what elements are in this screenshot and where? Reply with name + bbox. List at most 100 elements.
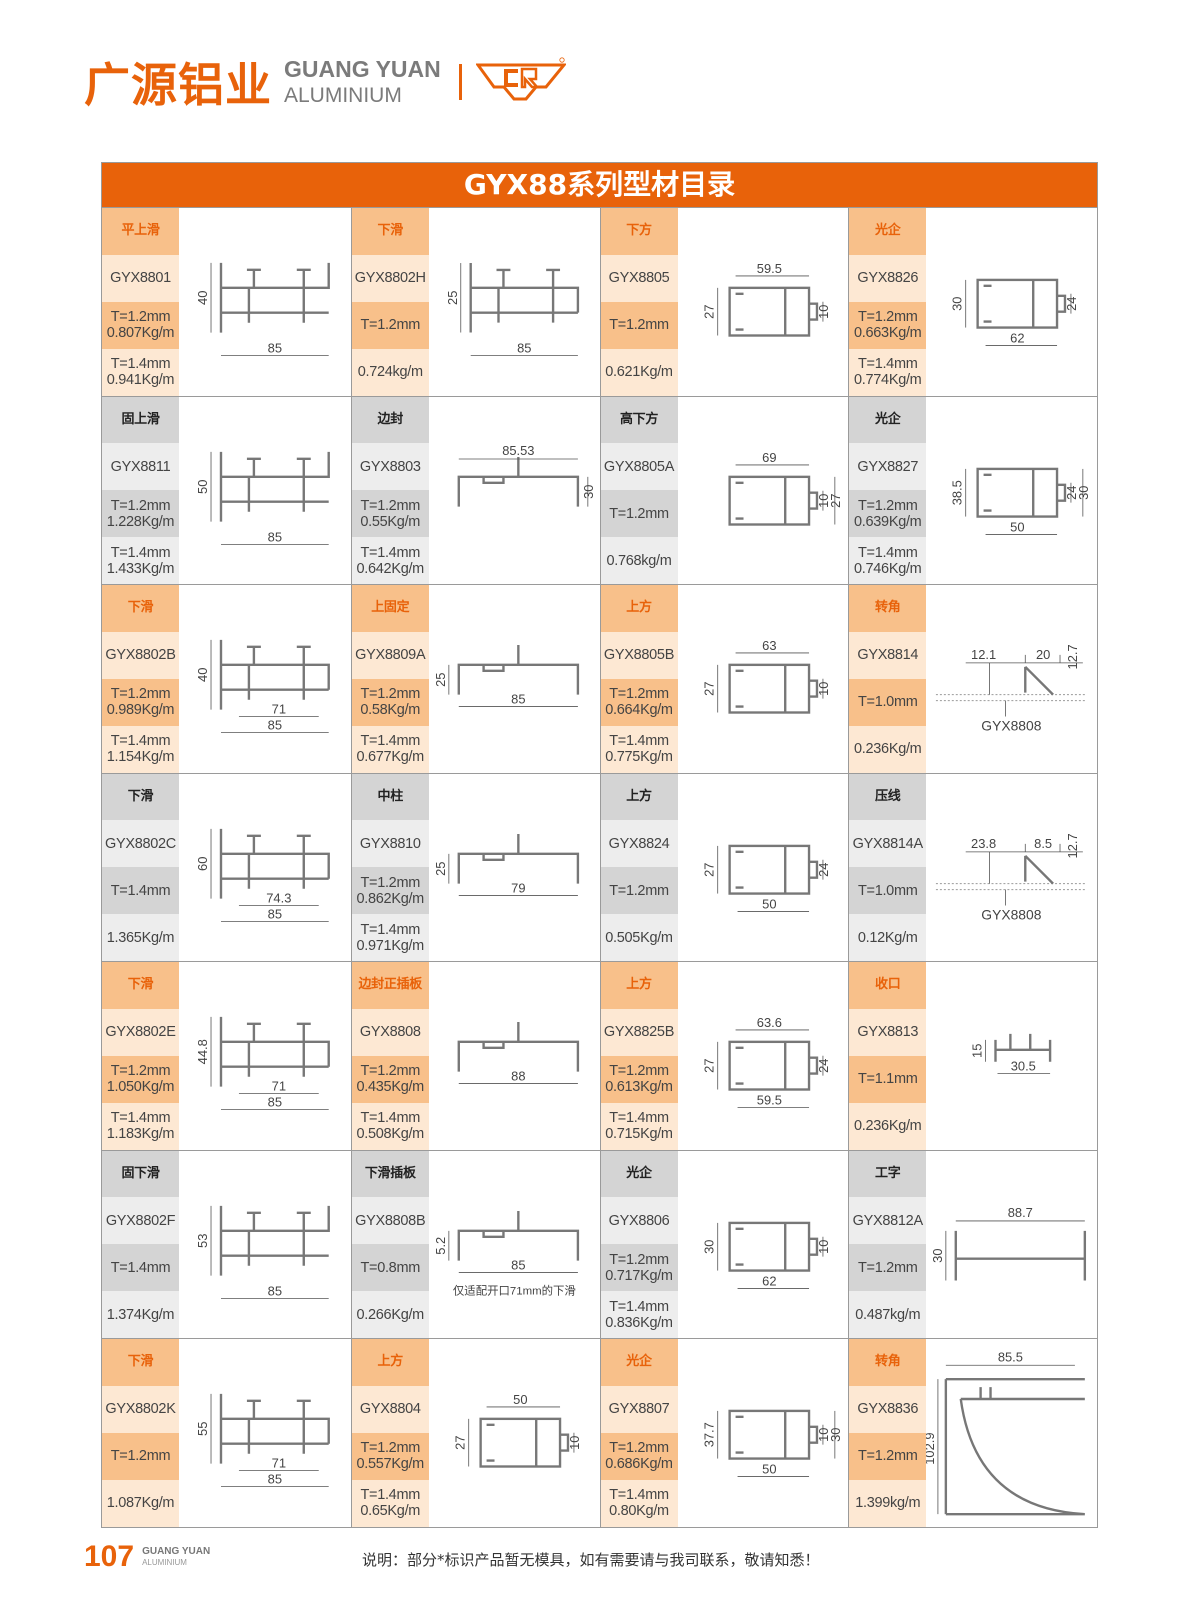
profile-info: 上方 GYX8825B T=1.2mm 0.613Kg/m T=1.4mm 0.715… [600, 962, 678, 1150]
profile-drawing-svg: 50 27 10 [452, 1392, 582, 1468]
dimension-label: 25 [433, 861, 448, 875]
profile-drawing: 85.5 102.9 [926, 1339, 1097, 1527]
profile-info: 光企 GYX8806 T=1.2mm 0.717Kg/m T=1.4mm 0.836K… [600, 1150, 678, 1338]
catalog-row: 下滑 GYX8802K T=1.2mm 1.087Kg/m 55 71 85 上方 GYX880… [102, 1338, 1097, 1527]
profile-outline [219, 262, 330, 333]
profile-outline [727, 1409, 810, 1460]
profile-drawing-svg: 63.6 27 24 59.5 [701, 1015, 830, 1108]
profile-code: GYX8825B [600, 1008, 678, 1056]
profile-info: 固下滑 GYX8802F T=1.4mm 1.374Kg/m [102, 1150, 179, 1338]
profile-cell: 高下方 GYX8805A T=1.2mm 0.768kg/m 69 10 27 [599, 396, 849, 585]
profile-outline [219, 451, 330, 522]
profile-drawing-svg: 88 [457, 1021, 579, 1084]
dimension-label: 10 [815, 305, 830, 319]
dimension-label: 27 [701, 305, 716, 319]
footer-brand: 107 GUANG YUAN ALUMINIUM [84, 1540, 210, 1574]
dimension-label: 85 [268, 1095, 282, 1110]
profile-spec-secondary: 0.768kg/m [600, 537, 678, 584]
dimension-label: 40 [195, 668, 210, 682]
dimension-label: 12.7 [1065, 644, 1080, 669]
dimension-label: 10 [567, 1436, 582, 1450]
profile-hook [246, 457, 311, 477]
profile-cell: 边封正插板 GYX8808 T=1.2mm 0.435Kg/m T=1.4mm 0.5… [350, 962, 600, 1150]
profile-spec-secondary: 1.374Kg/m [102, 1291, 179, 1338]
profile-code: GYX8827 [849, 443, 927, 491]
profile-drawing: 37.7 10 30 50 [678, 1339, 849, 1527]
profile-drawing: 53 85 [179, 1151, 351, 1339]
profile-info: 平上滑 GYX8801 T=1.2mm 0.807Kg/m T=1.4mm 0.941… [102, 208, 179, 396]
profile-spec-secondary: T=1.4mm 0.746Kg/m [849, 537, 927, 584]
profile-info: 压线 GYX8814A T=1.0mm 0.12Kg/m [849, 773, 927, 961]
profile-cell: 上方 GYX8805B T=1.2mm 0.664Kg/m T=1.4mm 0.775… [599, 585, 849, 773]
profile-drawing-svg: 63 27 10 [701, 638, 830, 714]
profile-outline [976, 467, 1059, 518]
dimension-label: 12.7 [1065, 833, 1080, 858]
profile-code: GYX8808B [351, 1197, 429, 1245]
profile-outline [727, 844, 810, 895]
profile-spec-primary: T=0.8mm [351, 1244, 429, 1292]
profile-outline [944, 1377, 1086, 1516]
dimension-label: 59.5 [756, 1092, 781, 1107]
profile-cell: 上方 GYX8825B T=1.2mm 0.613Kg/m T=1.4mm 0.715… [599, 962, 849, 1150]
profile-spec-secondary: 0.724kg/m [351, 348, 429, 396]
profile-info: 下方 GYX8805 T=1.2mm 0.621Kg/m [600, 208, 678, 396]
profile-cell: 光企 GYX8826 T=1.2mm 0.663Kg/m T=1.4mm 0.774K… [848, 208, 1097, 396]
profile-spec-secondary: 0.236Kg/m [849, 725, 927, 773]
profile-spec-primary: T=1.2mm [600, 490, 678, 538]
dimension-label: 24 [1064, 485, 1079, 499]
catalog-row: 固上滑 GYX8811 T=1.2mm 1.228Kg/m T=1.4mm 1.433… [102, 395, 1097, 585]
dimension-label: 62 [1010, 330, 1024, 345]
dimension-label: 85 [268, 906, 282, 921]
profile-drawing-svg: 23.8 8.5 12.7 GYX8808 [936, 833, 1086, 922]
profile-drawing-svg: 25 85 [445, 263, 579, 356]
profile-outline [469, 263, 579, 333]
catalog-row: 下滑 GYX8802C T=1.4mm 1.365Kg/m 60 74.3 85 中柱 GYX8… [102, 772, 1097, 962]
dimension-label: 102.9 [926, 1433, 937, 1465]
profile-info: 下滑 GYX8802C T=1.4mm 1.365Kg/m [102, 773, 179, 961]
profile-name: 光企 [849, 396, 927, 444]
profile-code: GYX8810 [351, 820, 429, 868]
dimension-label: 50 [1010, 519, 1024, 534]
profile-code: GYX8802F [102, 1197, 179, 1245]
dimension-label: 85 [268, 718, 282, 733]
profile-cell: 平上滑 GYX8801 T=1.2mm 0.807Kg/m T=1.4mm 0.941… [102, 208, 351, 396]
dimension-label: 85 [268, 1472, 282, 1487]
dimension-label: 71 [272, 702, 286, 717]
dimension-label: 30 [950, 297, 965, 311]
profile-drawing-svg: 85.5 102.9 [926, 1349, 1086, 1516]
profile-name: 下滑 [102, 585, 179, 632]
dimension-label: 79 [511, 880, 525, 895]
dimension-label: 10 [815, 1428, 830, 1442]
profile-detail [983, 279, 1067, 328]
profile-name: 下滑插板 [351, 1150, 429, 1198]
profile-code: GYX8836 [849, 1385, 927, 1433]
profile-name: 下滑 [102, 773, 179, 821]
profile-info: 中柱 GYX8810 T=1.2mm 0.862Kg/m T=1.4mm 0.971K… [351, 773, 429, 961]
profile-spec-primary: T=1.2mm 0.989Kg/m [102, 678, 179, 726]
profile-detail [486, 1418, 569, 1467]
profile-spec-primary: T=1.2mm 0.862Kg/m [351, 867, 429, 915]
profile-note: 仅适配开口71mm的下滑 [453, 1283, 576, 1297]
profile-spec-secondary: T=1.4mm 0.642Kg/m [351, 537, 429, 584]
profile-drawing: 69 10 27 [678, 397, 849, 585]
profile-detail [735, 1222, 818, 1271]
profile-drawing: 40 85 [179, 208, 351, 396]
profile-name: 下滑 [102, 962, 179, 1009]
profile-drawing-svg: 88.7 30 [930, 1204, 1087, 1280]
profile-code: GYX8805B [600, 631, 678, 679]
profile-outline [457, 1210, 579, 1261]
catalog-rows: 平上滑 GYX8801 T=1.2mm 0.807Kg/m T=1.4mm 0.941… [102, 207, 1097, 1527]
profile-drawing: 88.7 30 [926, 1151, 1097, 1339]
profile-drawing: 23.8 8.5 12.7 GYX8808 [926, 774, 1097, 962]
dimension-label: 25 [433, 673, 448, 687]
profile-spec-primary: T=1.2mm 0.435Kg/m [351, 1055, 429, 1103]
profile-spec-secondary: T=1.4mm 1.154Kg/m [102, 725, 179, 773]
dimension-label: 63.6 [756, 1015, 781, 1030]
profile-detail [735, 664, 818, 713]
profile-drawing: 38.5 24 30 50 [926, 397, 1097, 585]
profile-drawing-svg: 30 10 62 [701, 1221, 830, 1289]
dimension-line [945, 1220, 1086, 1280]
profile-drawing-svg: 27 24 50 [701, 844, 830, 912]
company-logo-icon [475, 57, 566, 101]
